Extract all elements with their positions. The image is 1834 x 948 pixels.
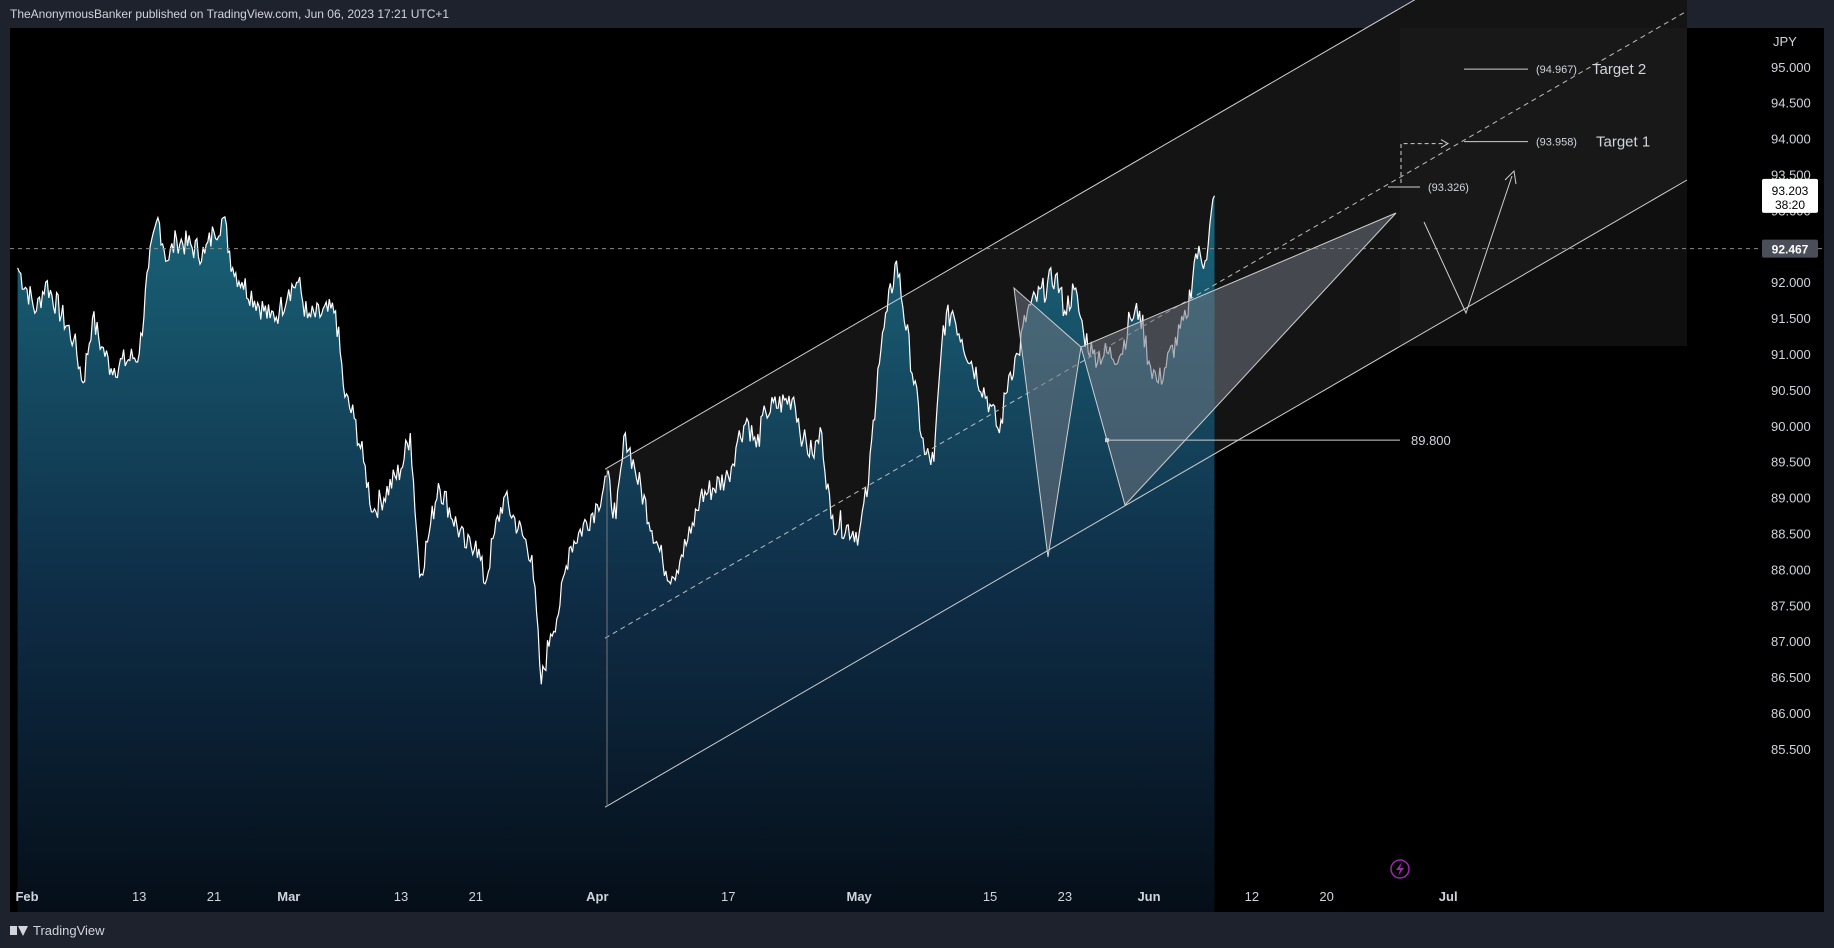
- x-tick-label: 21: [469, 889, 483, 904]
- x-tick-label: 13: [132, 889, 146, 904]
- crosshair-price-value: 92.467: [1772, 243, 1809, 257]
- target-value-2: (94.967): [1536, 64, 1577, 76]
- channel-upper-line: [604, 0, 1416, 470]
- target-value-1: (93.958): [1536, 137, 1577, 149]
- y-tick-label: 87.500: [1771, 598, 1811, 613]
- x-tick-label: Feb: [15, 889, 38, 904]
- x-tick-label: 20: [1319, 889, 1333, 904]
- target-label-93326: (93.326): [1428, 182, 1469, 194]
- level-label-89800: 89.800: [1411, 433, 1451, 448]
- crosshair-price-badge: [1762, 239, 1818, 258]
- x-tick-label: 23: [1058, 889, 1072, 904]
- y-tick-label: 94.500: [1771, 96, 1811, 111]
- last-price-badge: [1762, 178, 1818, 213]
- forecast-arrowhead: [1504, 169, 1517, 185]
- y-tick-label: 95.000: [1771, 60, 1811, 75]
- tradingview-icon: [10, 925, 28, 937]
- x-tick-label: 17: [721, 889, 735, 904]
- currency-label: JPY: [1773, 34, 1797, 49]
- future-zone: [1400, 28, 1687, 346]
- harmonic-bcd: [1080, 212, 1397, 506]
- target-name-2: Target 2: [1592, 61, 1646, 78]
- x-tick-label: Jun: [1137, 889, 1160, 904]
- y-tick-label: 91.000: [1771, 347, 1811, 362]
- price-axis-bg: [1710, 28, 1824, 912]
- brand-label: TradingView: [33, 923, 105, 938]
- x-tick-label: 15: [983, 889, 997, 904]
- harmonic-xab: [1013, 286, 1082, 558]
- lightning-icon: [1390, 859, 1410, 879]
- y-tick-label: 89.000: [1771, 491, 1811, 506]
- y-tick-label: 90.000: [1771, 419, 1811, 434]
- y-tick-label: 94.000: [1771, 132, 1811, 147]
- publish-info: TheAnonymousBanker published on TradingV…: [10, 7, 450, 21]
- x-tick-label: 21: [207, 889, 221, 904]
- y-tick-label: 88.500: [1771, 527, 1811, 542]
- price-area-fill: [17, 195, 1215, 913]
- bar-countdown: 38:20: [1775, 198, 1805, 212]
- y-tick-label: 91.500: [1771, 311, 1811, 326]
- x-tick-label: Apr: [586, 889, 608, 904]
- y-tick-label: 90.500: [1771, 383, 1811, 398]
- y-tick-label: 89.500: [1771, 455, 1811, 470]
- price-line: [17, 195, 1216, 685]
- y-tick-label: 86.500: [1771, 670, 1811, 685]
- channel-lower-line: [604, 179, 1688, 808]
- y-tick-label: 92.000: [1771, 275, 1811, 290]
- x-tick-label: 12: [1245, 889, 1259, 904]
- footer: TradingView: [0, 912, 1834, 948]
- y-tick-label: 87.000: [1771, 634, 1811, 649]
- tradingview-logo[interactable]: TradingView: [10, 923, 105, 938]
- last-price-value: 93.203: [1772, 184, 1809, 198]
- y-tick-label: 85.500: [1771, 742, 1811, 757]
- x-tick-label: 13: [394, 889, 408, 904]
- forecast-path: [1423, 175, 1513, 315]
- projection-arrowhead: [1440, 139, 1450, 149]
- level-handle: [1105, 438, 1109, 443]
- y-tick-label: 93.500: [1771, 168, 1811, 183]
- y-tick-label: 88.000: [1771, 562, 1811, 577]
- x-tick-label: Jul: [1439, 889, 1458, 904]
- y-tick-label: 86.000: [1771, 706, 1811, 721]
- x-tick-label: May: [847, 889, 873, 904]
- x-tick-label: Mar: [277, 889, 300, 904]
- target-name-1: Target 1: [1596, 134, 1650, 151]
